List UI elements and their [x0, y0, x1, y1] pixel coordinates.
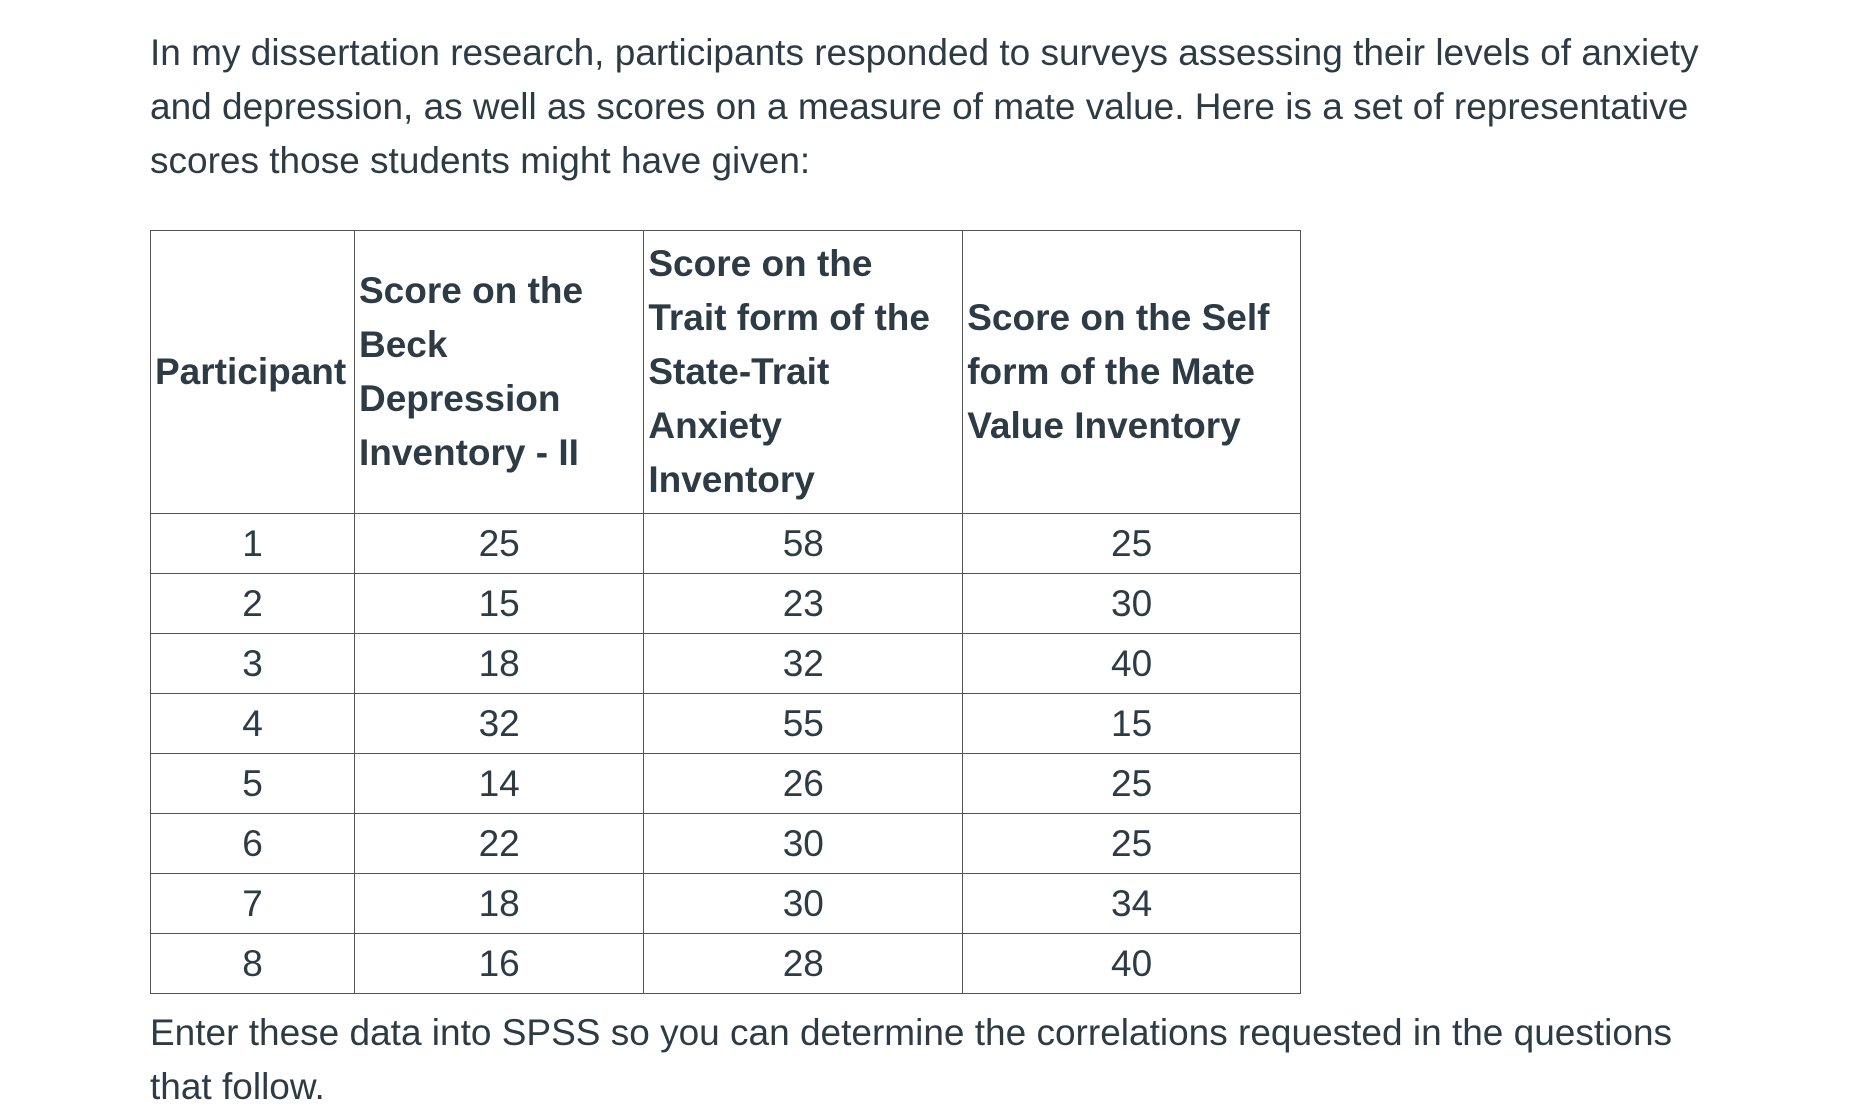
cell-bdi: 15 — [353, 573, 645, 634]
cell-mvi: 25 — [962, 753, 1301, 814]
cell-bdi: 16 — [353, 933, 645, 994]
header-bdi-score: Score on the Beck Depression Inventory -… — [353, 230, 645, 514]
cell-mvi: 25 — [962, 513, 1301, 574]
page-content: In my dissertation research, participant… — [150, 0, 1710, 1114]
table-header-row: Participant Score on the Beck Depression… — [150, 230, 1301, 514]
header-stai-score: Score on the Trait form of the State-Tra… — [643, 230, 964, 514]
cell-stai: 55 — [643, 693, 964, 754]
cell-stai: 23 — [643, 573, 964, 634]
cell-mvi: 34 — [962, 873, 1301, 934]
cell-bdi: 22 — [353, 813, 645, 874]
cell-bdi: 25 — [353, 513, 645, 574]
cell-mvi: 30 — [962, 573, 1301, 634]
cell-stai: 30 — [643, 873, 964, 934]
cell-bdi: 14 — [353, 753, 645, 814]
outro-paragraph: Enter these data into SPSS so you can de… — [150, 1012, 1673, 1107]
table-row: 7 18 30 34 — [150, 873, 1301, 934]
cell-mvi: 40 — [962, 933, 1301, 994]
table-row: 3 18 32 40 — [150, 633, 1301, 694]
intro-paragraph: In my dissertation research, participant… — [150, 32, 1699, 181]
header-participant: Participant — [150, 230, 355, 514]
cell-stai: 32 — [643, 633, 964, 694]
cell-stai: 28 — [643, 933, 964, 994]
cell-participant: 1 — [150, 513, 355, 574]
cell-participant: 5 — [150, 753, 355, 814]
cell-participant: 7 — [150, 873, 355, 934]
cell-mvi: 40 — [962, 633, 1301, 694]
cell-participant: 2 — [150, 573, 355, 634]
table-row: 2 15 23 30 — [150, 573, 1301, 634]
cell-bdi: 32 — [353, 693, 645, 754]
table-row: 5 14 26 25 — [150, 753, 1301, 814]
cell-bdi: 18 — [353, 873, 645, 934]
table-row: 8 16 28 40 — [150, 933, 1301, 994]
cell-mvi: 15 — [962, 693, 1301, 754]
table-row: 4 32 55 15 — [150, 693, 1301, 754]
cell-mvi: 25 — [962, 813, 1301, 874]
cell-participant: 6 — [150, 813, 355, 874]
cell-participant: 3 — [150, 633, 355, 694]
cell-bdi: 18 — [353, 633, 645, 694]
cell-stai: 26 — [643, 753, 964, 814]
cell-stai: 30 — [643, 813, 964, 874]
table-row: 6 22 30 25 — [150, 813, 1301, 874]
table-row: 1 25 58 25 — [150, 513, 1301, 574]
cell-stai: 58 — [643, 513, 964, 574]
cell-participant: 8 — [150, 933, 355, 994]
scores-table: Participant Score on the Beck Depression… — [150, 230, 1301, 994]
cell-participant: 4 — [150, 693, 355, 754]
header-mate-value-score: Score on the Self form of the Mate Value… — [962, 230, 1301, 514]
